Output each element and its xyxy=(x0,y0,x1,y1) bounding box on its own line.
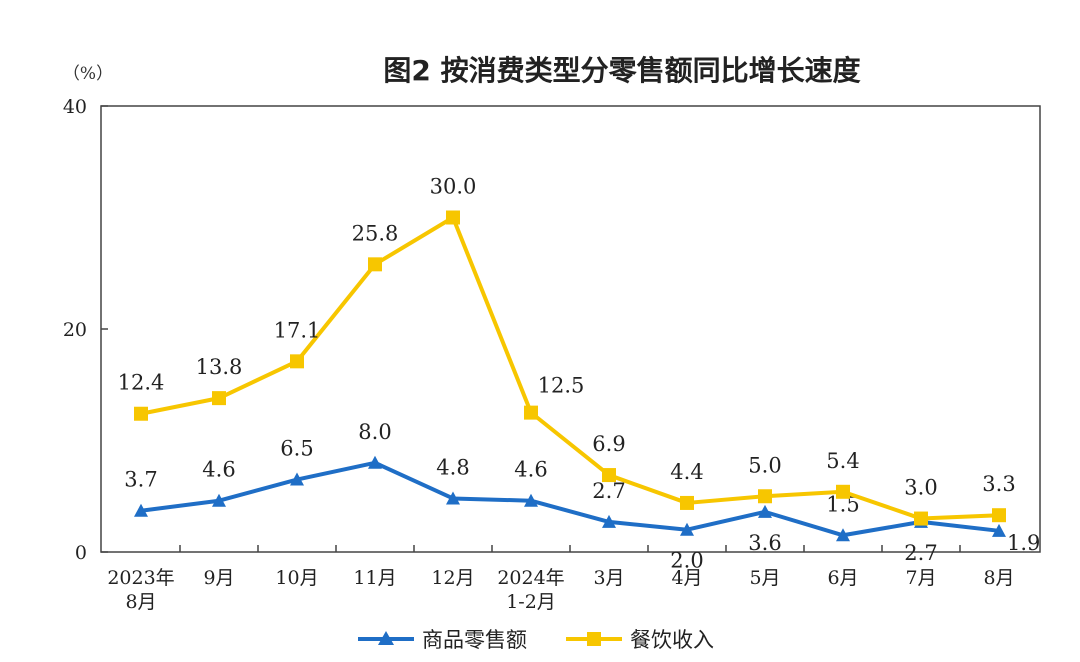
data-label: 30.0 xyxy=(430,175,477,199)
data-label: 4.8 xyxy=(436,455,469,479)
series-line xyxy=(140,215,1000,521)
data-point xyxy=(134,406,148,421)
data-point xyxy=(212,391,226,406)
data-label: 1.9 xyxy=(1007,531,1040,555)
x-tick-label: 11月 xyxy=(353,567,396,589)
y-tick-label: 20 xyxy=(63,319,87,341)
data-point xyxy=(212,493,226,507)
legend-marker xyxy=(378,631,394,645)
data-point xyxy=(134,503,148,517)
data-point xyxy=(914,511,928,526)
x-tick-label: 3月 xyxy=(593,567,624,589)
data-label: 3.0 xyxy=(904,476,937,500)
data-point xyxy=(290,472,304,486)
data-label: 17.1 xyxy=(274,318,321,342)
legend-label: 餐饮收入 xyxy=(630,628,714,652)
x-tick-label: 2024年 xyxy=(497,567,564,589)
chart-title: 图2 按消费类型分零售额同比增长速度 xyxy=(383,54,860,87)
data-point xyxy=(758,504,772,518)
data-label: 6.5 xyxy=(280,437,313,461)
data-label: 3.7 xyxy=(124,468,157,492)
x-tick-label: 1-2月 xyxy=(506,591,556,613)
y-tick-label: 40 xyxy=(63,96,87,118)
data-point xyxy=(290,354,304,369)
data-point xyxy=(836,484,850,499)
data-label: 13.8 xyxy=(196,355,243,379)
data-point xyxy=(992,523,1006,537)
data-label: 6.9 xyxy=(592,432,625,456)
plot-frame xyxy=(100,105,1041,553)
data-label: 2.7 xyxy=(592,479,625,503)
data-point xyxy=(446,491,460,505)
series-line xyxy=(140,460,1000,538)
data-point xyxy=(446,210,460,225)
data-point xyxy=(602,514,616,528)
x-tick-label: 8月 xyxy=(983,567,1014,589)
x-tick-label: 6月 xyxy=(827,567,858,589)
data-point xyxy=(836,528,850,542)
x-tick-label: 8月 xyxy=(125,591,156,613)
series-retail-goods: 3.7 4.66.58.04.8 4.62.72.03.61.52.7 1.9 xyxy=(124,420,1040,573)
data-label: 4.6 xyxy=(202,458,235,482)
data-label: 2.7 xyxy=(904,541,937,565)
data-label: 12.4 xyxy=(118,371,165,395)
data-label: 5.4 xyxy=(826,449,859,473)
data-label: 12.5 xyxy=(538,374,585,398)
x-tick-label: 7月 xyxy=(905,567,936,589)
data-point xyxy=(602,468,616,483)
x-tick-label: 4月 xyxy=(671,567,702,589)
data-label: 2.0 xyxy=(670,549,703,573)
x-tick-label: 10月 xyxy=(275,567,318,589)
x-tick-label: 12月 xyxy=(431,567,474,589)
data-label: 3.3 xyxy=(982,472,1015,496)
data-point xyxy=(524,405,538,420)
data-label: 5.0 xyxy=(748,453,781,477)
y-axis-unit: （%） xyxy=(63,64,113,84)
data-label: 4.4 xyxy=(670,460,703,484)
series-layer: 3.7 4.66.58.04.8 4.62.72.03.61.52.7 1.912.4… xyxy=(118,175,1041,573)
data-point xyxy=(992,508,1006,523)
data-point xyxy=(680,495,694,510)
y-tick-label: 0 xyxy=(75,542,87,564)
data-point xyxy=(680,522,694,536)
series-catering: 12.4 13.8 17.1 25.8 30.0 12.5 6.9 4.4 5.0 5.4 3.0 3… xyxy=(118,175,1016,526)
legend-label: 商品零售额 xyxy=(422,628,527,652)
x-tick-label: 9月 xyxy=(203,567,234,589)
data-point xyxy=(368,257,382,272)
data-point xyxy=(758,489,772,504)
data-label: 4.6 xyxy=(514,458,547,482)
data-point xyxy=(368,455,382,469)
data-label: 8.0 xyxy=(358,420,391,444)
data-label: 25.8 xyxy=(352,221,399,245)
legend-marker xyxy=(587,632,601,646)
data-label: 3.6 xyxy=(748,531,781,555)
legend: 商品零售额 餐饮收入 xyxy=(358,628,714,652)
x-tick-label: 2023年 xyxy=(107,567,174,589)
x-tick-label: 5月 xyxy=(749,567,780,589)
data-point xyxy=(524,493,538,507)
